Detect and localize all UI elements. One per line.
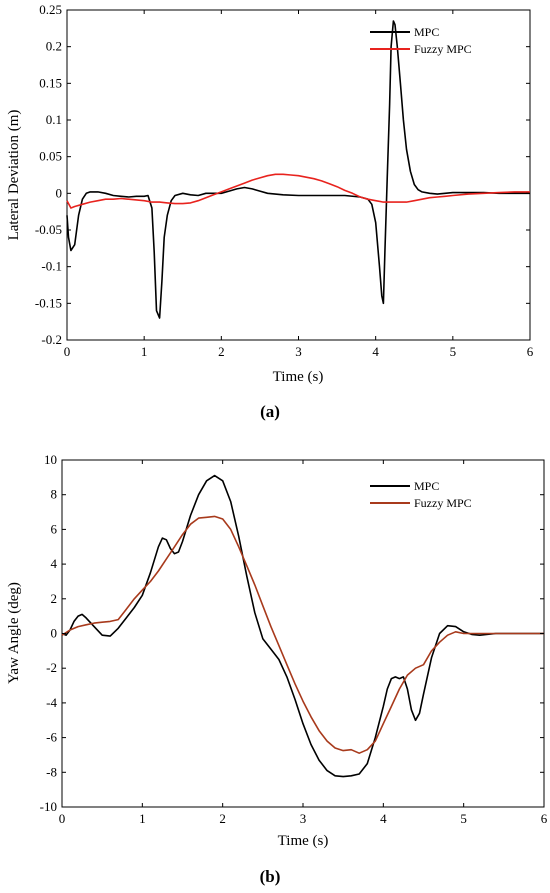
x-tick-label: 5 [450, 344, 457, 359]
panel-a: 0 1 2 3 4 5 6 0.25 0.2 0.15 0.1 0.05 0 -0.05 -0.1 -0.15… [6, 2, 534, 421]
y-tick-label: 0.15 [39, 75, 62, 90]
legend-label-fuzzy-mpc-b: Fuzzy MPC [414, 496, 472, 510]
x-axis-label-b: Time (s) [278, 833, 329, 849]
y-tick-label: -0.15 [35, 295, 62, 310]
y-tick-label: 0.1 [46, 112, 62, 127]
x-tick-label: 6 [541, 811, 548, 826]
y-tick-label: 8 [51, 487, 58, 502]
y-tick-label: -8 [46, 764, 57, 779]
y-tick-label: 0.2 [46, 39, 62, 54]
x-axis-label-a: Time (s) [273, 369, 324, 385]
y-tick-label: 10 [44, 452, 57, 467]
legend-label-mpc-b: MPC [414, 479, 439, 493]
y-tick-label: 2 [51, 591, 58, 606]
x-tick-label: 1 [141, 344, 148, 359]
ticks-group-b: 0 1 2 3 4 5 6 10 8 6 4 2 0 -2 -4 -6 -8 -10 [40, 452, 548, 826]
series-line-mpc [61, 474, 544, 778]
y-axis-label-b: Yaw Angle (deg) [6, 582, 22, 684]
y-tick-label: 0 [51, 626, 58, 641]
series-line-mpc [66, 20, 530, 319]
y-tick-label: 0.25 [39, 2, 62, 17]
x-tick-label: 5 [460, 811, 467, 826]
x-tick-label: 4 [380, 811, 387, 826]
y-tick-label: -0.05 [35, 222, 62, 237]
x-tick-label: 1 [139, 811, 146, 826]
y-axis-label-a: Lateral Deviation (m) [6, 110, 22, 241]
x-tick-label: 2 [219, 811, 226, 826]
series-line-fuzzy-mpc [61, 515, 544, 754]
y-tick-label: 4 [51, 556, 58, 571]
legend-b: MPC Fuzzy MPC [370, 479, 472, 510]
y-tick-label: 0 [56, 185, 63, 200]
y-tick-label: -2 [46, 660, 57, 675]
ticks-group-a: 0 1 2 3 4 5 6 0.25 0.2 0.15 0.1 0.05 0 -0.05 -0.1 -0.15… [35, 2, 534, 359]
y-tick-label: 0.05 [39, 149, 62, 164]
x-tick-label: 3 [295, 344, 302, 359]
y-tick-label: -0.2 [41, 332, 62, 347]
legend-label-fuzzy-mpc-a: Fuzzy MPC [414, 42, 472, 56]
series-line-fuzzy-mpc [66, 173, 530, 209]
legend-label-mpc-a: MPC [414, 25, 439, 39]
y-tick-label: -6 [46, 730, 57, 745]
y-tick-label: 6 [51, 521, 58, 536]
legend-a: MPC Fuzzy MPC [370, 25, 472, 56]
caption-a: (a) [260, 402, 280, 421]
y-tick-label: -10 [40, 799, 57, 814]
x-tick-label: 0 [64, 344, 71, 359]
series-group-a [66, 20, 530, 319]
series-group-b [61, 474, 544, 778]
x-tick-label: 2 [218, 344, 225, 359]
x-tick-label: 3 [300, 811, 307, 826]
y-tick-label: -4 [46, 695, 57, 710]
y-tick-label: -0.1 [41, 259, 62, 274]
x-tick-label: 4 [372, 344, 379, 359]
x-tick-label: 0 [59, 811, 66, 826]
caption-b: (b) [260, 867, 281, 886]
x-tick-label: 6 [527, 344, 534, 359]
